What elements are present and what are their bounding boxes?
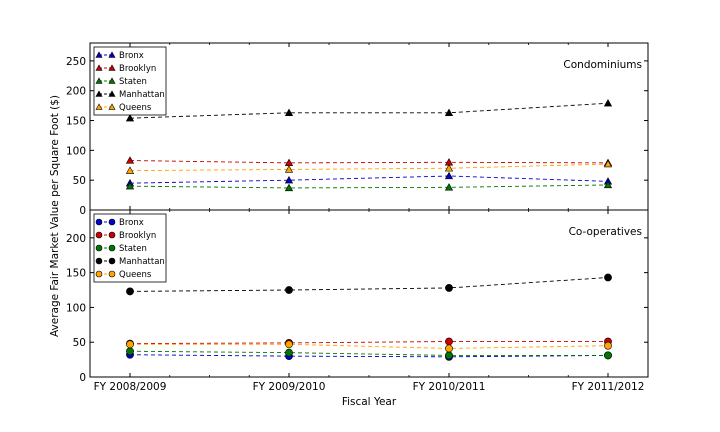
panel-1: 0 50 100 150 200 250 Condominiums Bronx Brooklyn… bbox=[66, 42, 649, 217]
legend-marker bbox=[95, 77, 103, 84]
chart-panels: 0 50 100 150 200 250 Condominiums Bronx Brooklyn… bbox=[66, 42, 649, 384]
legend-marker bbox=[108, 64, 116, 71]
y-tick-label: 150 bbox=[66, 116, 86, 128]
legend-marker bbox=[95, 270, 103, 278]
x-axis: FY 2008/2009 FY 2009/2010 FY 2010/2011 FY 2… bbox=[94, 381, 645, 393]
y-axis-title: Average Fair Market Value per Square Foo… bbox=[49, 95, 61, 337]
series-line-manhattan bbox=[129, 102, 609, 119]
legend-marker bbox=[95, 103, 103, 110]
legend-label-manhattan: Manhattan bbox=[119, 90, 165, 100]
legend-marker bbox=[95, 257, 103, 265]
legend-label-queens: Queens bbox=[119, 103, 152, 113]
data-point-manhattan bbox=[125, 113, 135, 122]
legend: Bronx Brooklyn Staten Manhattan Queens bbox=[93, 213, 167, 283]
data-point-queens bbox=[285, 340, 293, 349]
data-point-staten bbox=[444, 183, 454, 191]
data-point-bronx bbox=[444, 171, 454, 180]
legend-label-bronx: Bronx bbox=[119, 51, 144, 61]
y-tick-label: 100 bbox=[66, 145, 86, 157]
legend-marker bbox=[95, 90, 103, 97]
data-point-queens bbox=[284, 165, 294, 173]
y-tick-label: 250 bbox=[66, 56, 86, 68]
legend-marker bbox=[108, 218, 116, 226]
legend-marker bbox=[95, 64, 103, 71]
series-line-bronx bbox=[129, 354, 609, 358]
data-point-queens bbox=[444, 164, 454, 172]
data-point-staten bbox=[284, 183, 294, 192]
data-point-manhattan bbox=[444, 108, 454, 116]
series-line-queens bbox=[130, 343, 609, 349]
legend-marker bbox=[108, 103, 116, 110]
data-point-queens bbox=[604, 341, 612, 350]
legend-label-brooklyn: Brooklyn bbox=[119, 64, 156, 74]
series-line-manhattan bbox=[129, 277, 609, 292]
legend-label-staten: Staten bbox=[119, 77, 147, 87]
legend-marker bbox=[108, 244, 116, 252]
legend-marker bbox=[108, 257, 116, 265]
y-tick-label: 50 bbox=[73, 337, 86, 349]
y-tick-label: 200 bbox=[66, 233, 86, 245]
series-line-staten bbox=[129, 184, 609, 189]
y-tick-label: 50 bbox=[73, 175, 86, 187]
x-tick-label: FY 2011/2012 bbox=[572, 381, 645, 393]
legend-label-staten: Staten bbox=[119, 244, 147, 254]
panel-title: Condominiums bbox=[563, 59, 642, 71]
data-point-manhattan bbox=[604, 273, 612, 282]
y-tick-label: 0 bbox=[79, 205, 86, 217]
data-point-manhattan bbox=[603, 99, 613, 107]
y-tick-label: 150 bbox=[66, 268, 86, 280]
data-point-staten bbox=[285, 348, 293, 357]
x-tick-label: FY 2010/2011 bbox=[413, 381, 486, 393]
legend-marker bbox=[108, 231, 116, 239]
data-point-staten bbox=[126, 347, 134, 356]
data-point-queens bbox=[125, 166, 135, 174]
legend-marker bbox=[108, 90, 116, 97]
x-tick-label: FY 2009/2010 bbox=[253, 381, 326, 393]
data-point-manhattan bbox=[285, 286, 293, 294]
legend-marker bbox=[108, 51, 116, 58]
data-point-staten bbox=[125, 181, 135, 190]
legend-label-bronx: Bronx bbox=[119, 218, 144, 228]
x-axis-title: Fiscal Year bbox=[342, 396, 397, 408]
legend-label-queens: Queens bbox=[119, 270, 152, 280]
series-line-brooklyn bbox=[129, 341, 608, 345]
data-point-manhattan bbox=[126, 287, 134, 296]
data-point-brooklyn bbox=[125, 156, 135, 164]
legend-marker bbox=[95, 244, 103, 252]
legend-label-brooklyn: Brooklyn bbox=[119, 231, 156, 241]
y-tick-label: 200 bbox=[66, 86, 86, 98]
legend-box bbox=[93, 213, 167, 283]
data-point-staten bbox=[445, 351, 453, 360]
data-point-brooklyn bbox=[445, 337, 453, 346]
legend-marker bbox=[95, 231, 103, 239]
y-tick-label: 100 bbox=[66, 302, 86, 314]
legend-marker bbox=[108, 270, 116, 278]
data-point-queens bbox=[445, 344, 453, 353]
legend-marker bbox=[95, 218, 103, 226]
data-point-queens bbox=[126, 340, 134, 349]
data-point-staten bbox=[604, 351, 612, 360]
series-line-staten bbox=[129, 350, 608, 356]
data-point-staten bbox=[603, 180, 613, 189]
panel-title: Co-operatives bbox=[569, 226, 642, 238]
panel-2: 0 50 100 150 200 Co-operatives Bronx Brooklyn St… bbox=[66, 209, 649, 384]
series-line-bronx bbox=[129, 175, 609, 184]
series-line-brooklyn bbox=[129, 160, 609, 164]
data-point-manhattan bbox=[445, 284, 453, 292]
y-tick-label: 0 bbox=[79, 372, 86, 384]
legend-label-manhattan: Manhattan bbox=[119, 257, 165, 267]
legend-marker bbox=[95, 51, 103, 58]
legend-marker bbox=[108, 77, 116, 84]
data-point-queens bbox=[603, 159, 613, 168]
x-tick-label: FY 2008/2009 bbox=[94, 381, 167, 393]
data-point-bronx bbox=[284, 175, 294, 184]
series-line-queens bbox=[129, 163, 609, 172]
data-point-manhattan bbox=[284, 108, 294, 116]
legend: Bronx Brooklyn Staten Manhattan Queens bbox=[93, 46, 167, 116]
